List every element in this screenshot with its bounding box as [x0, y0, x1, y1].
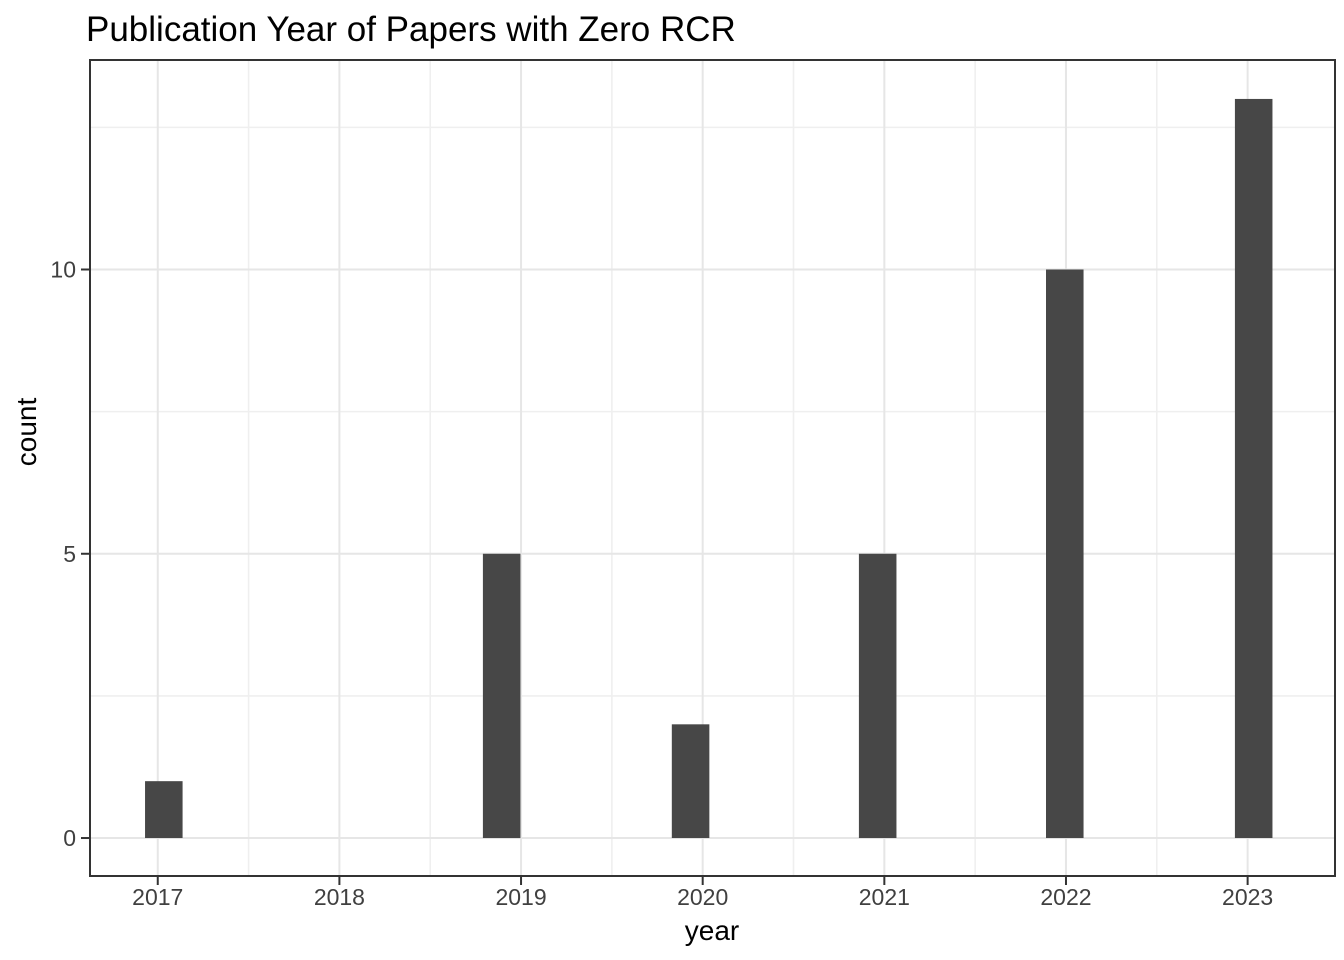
- x-tick-label: 2021: [859, 884, 910, 910]
- histogram-bar: [858, 553, 897, 839]
- histogram-bar: [145, 781, 183, 839]
- x-tick-label: 2022: [1040, 884, 1091, 910]
- y-tick-label: 5: [63, 541, 76, 567]
- y-axis-title: count: [11, 397, 42, 467]
- histogram-bar: [1046, 269, 1084, 839]
- y-tick-label: 0: [63, 825, 76, 851]
- x-tick-label: 2023: [1222, 884, 1273, 910]
- histogram-bar: [482, 553, 521, 839]
- y-tick-label: 10: [50, 257, 76, 283]
- x-tick-label: 2018: [314, 884, 365, 910]
- panel-border: [89, 59, 1336, 877]
- histogram-bar: [671, 724, 710, 839]
- x-tick-label: 2019: [495, 884, 546, 910]
- x-axis-title: year: [684, 915, 740, 946]
- histogram-bar: [1234, 98, 1273, 839]
- x-tick-label: 2020: [677, 884, 728, 910]
- x-tick-label: 2017: [132, 884, 183, 910]
- chart-title: Publication Year of Papers with Zero RCR: [86, 10, 736, 49]
